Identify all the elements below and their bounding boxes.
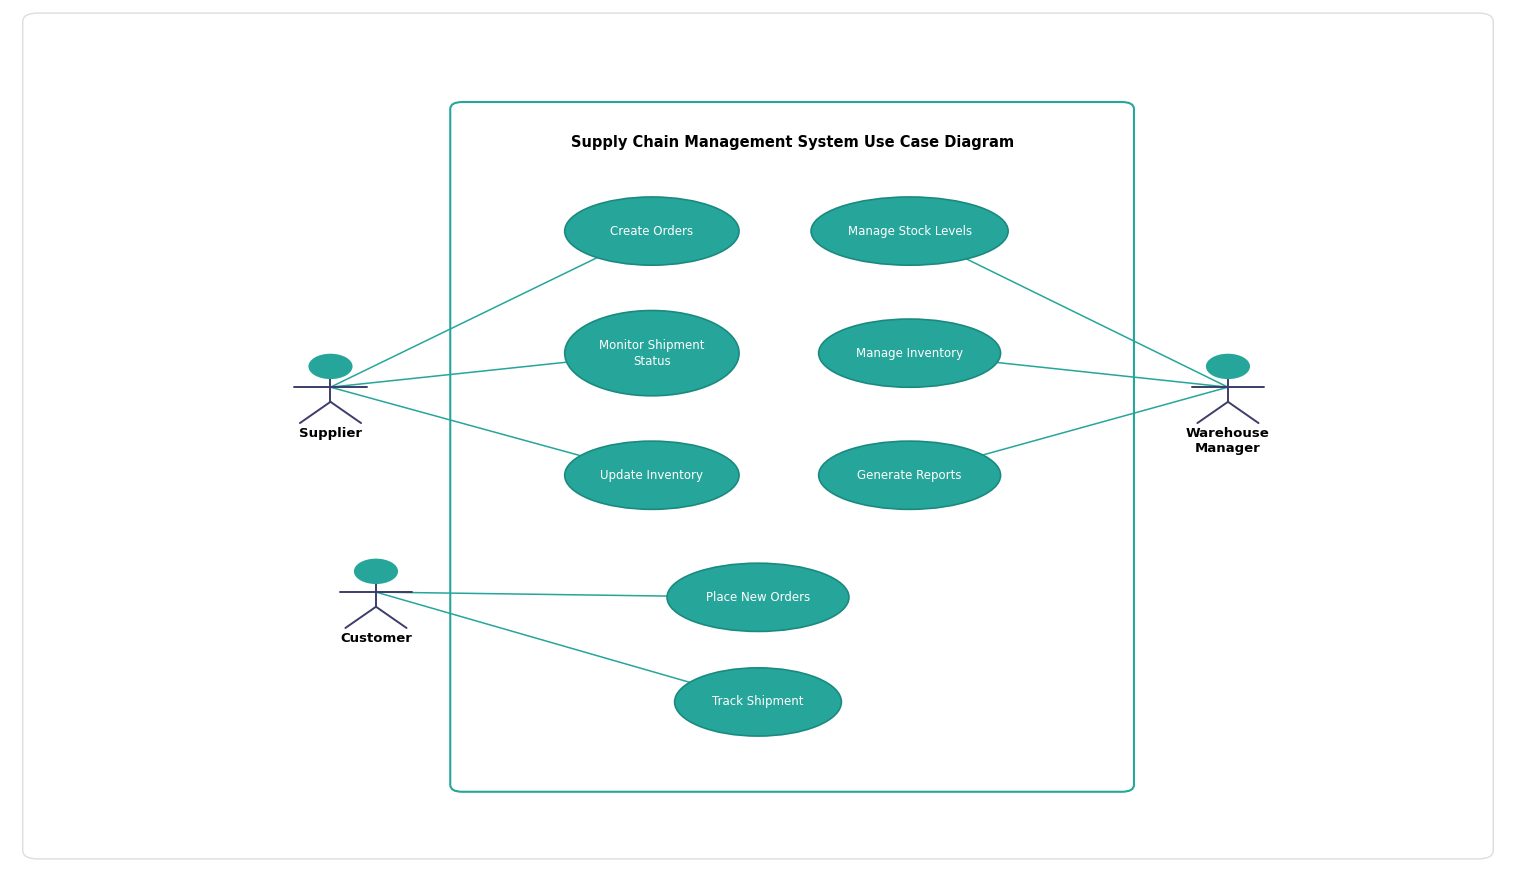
Text: Track Shipment: Track Shipment [713, 696, 803, 708]
Circle shape [308, 354, 353, 379]
Ellipse shape [564, 310, 738, 396]
Text: Monitor Shipment
Status: Monitor Shipment Status [599, 338, 705, 368]
Text: Customer: Customer [340, 632, 412, 645]
Text: Create Orders: Create Orders [611, 225, 693, 237]
Ellipse shape [819, 319, 1001, 387]
Ellipse shape [667, 563, 849, 631]
Text: Supplier: Supplier [299, 427, 362, 440]
Text: Generate Reports: Generate Reports [858, 469, 961, 481]
Text: Update Inventory: Update Inventory [600, 469, 703, 481]
FancyBboxPatch shape [450, 102, 1134, 792]
Ellipse shape [811, 197, 1008, 265]
Circle shape [353, 559, 399, 584]
Text: Supply Chain Management System Use Case Diagram: Supply Chain Management System Use Case … [570, 135, 1014, 150]
Ellipse shape [564, 441, 738, 509]
Text: Place New Orders: Place New Orders [706, 591, 810, 603]
Text: Manage Stock Levels: Manage Stock Levels [847, 225, 972, 237]
Ellipse shape [564, 197, 738, 265]
Text: Manage Inventory: Manage Inventory [857, 347, 963, 359]
Ellipse shape [675, 668, 841, 736]
FancyBboxPatch shape [23, 13, 1493, 859]
Circle shape [1205, 354, 1251, 379]
Text: Warehouse
Manager: Warehouse Manager [1186, 427, 1270, 455]
Ellipse shape [819, 441, 1001, 509]
